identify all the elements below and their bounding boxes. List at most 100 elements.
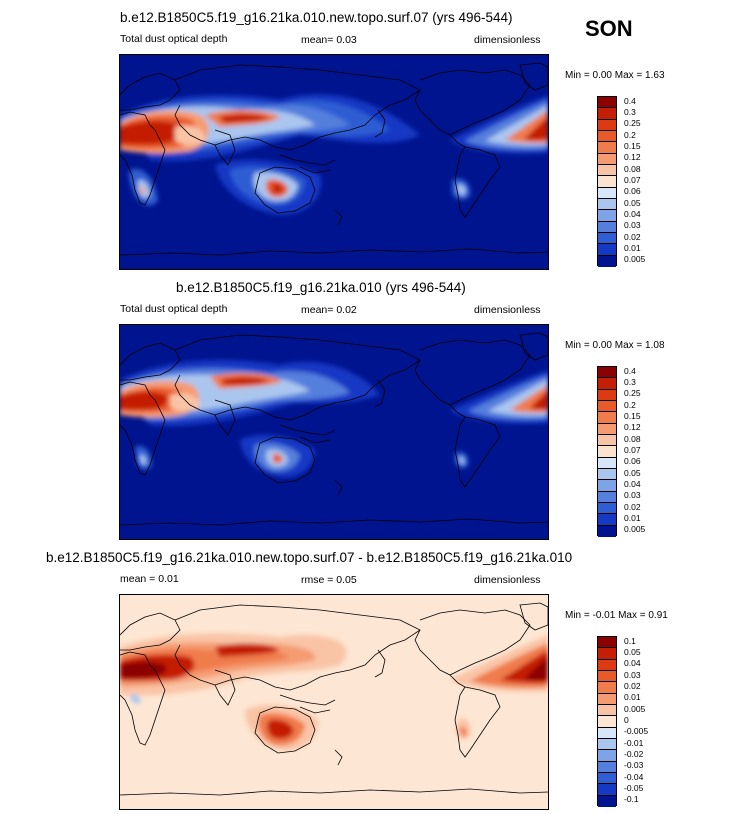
coastlines	[120, 602, 548, 796]
colorbar-swatch	[598, 682, 616, 694]
colorbar-label: 0.04	[624, 479, 641, 489]
colorbar-swatch	[598, 378, 616, 390]
colorbar-swatch	[598, 727, 616, 739]
panel-1-variable: Total dust optical depth	[120, 33, 228, 45]
colorbar-swatch	[598, 164, 616, 177]
colorbar-swatch	[598, 637, 616, 649]
colorbar-swatch	[598, 468, 616, 481]
colorbar-label: 0.02	[624, 681, 641, 691]
colorbar-label: 0.02	[624, 501, 641, 512]
colorbar-label: 0.02	[624, 231, 641, 242]
colorbar-swatch	[598, 648, 616, 660]
panel-3-colorbar	[597, 636, 617, 807]
dust-field	[120, 94, 548, 215]
colorbar-swatch	[598, 153, 616, 165]
colorbar-swatch	[598, 525, 616, 537]
colorbar-swatch	[598, 130, 616, 143]
panel-1-units: dimensionless	[474, 34, 541, 46]
colorbar-swatch	[598, 670, 616, 683]
colorbar-label: 0.03	[624, 220, 641, 231]
colorbar-swatch	[598, 434, 616, 447]
colorbar-swatch	[598, 119, 616, 131]
panel-1-colorbar	[597, 96, 617, 267]
colorbar-swatch	[598, 221, 616, 233]
colorbar-label: 0.25	[624, 118, 641, 129]
colorbar-label: 0.4	[624, 365, 636, 376]
colorbar-label: 0.3	[624, 377, 636, 387]
panel-3-title: b.e12.B1850C5.f19_g16.21ka.010.new.topo.…	[46, 550, 573, 565]
colorbar-label: 0.01	[624, 513, 641, 523]
colorbar-label: 0.005	[624, 703, 646, 714]
colorbar-label: 0.07	[624, 175, 641, 185]
colorbar-label: -0.03	[624, 760, 644, 771]
colorbar-swatch	[598, 412, 616, 424]
colorbar-swatch	[598, 480, 616, 492]
panel-1-colorbar-labels: 0.4 0.3 0.25 0.2 0.15 0.12 0.08 0.07 0.06 0.05 0.0…	[624, 96, 664, 266]
colorbar-swatch	[598, 491, 616, 503]
colorbar-label: 0.2	[624, 129, 636, 140]
colorbar-label: -0.04	[624, 771, 644, 782]
colorbar-label: 0.06	[624, 456, 641, 467]
season-label: SON	[585, 16, 633, 41]
colorbar-label: 0.3	[624, 107, 636, 117]
colorbar-label: 0.04	[624, 658, 641, 669]
colorbar-label: 0.12	[624, 152, 641, 163]
colorbar-swatch	[598, 750, 616, 762]
colorbar-label: 0.03	[624, 490, 641, 501]
colorbar-label: 0.4	[624, 95, 636, 106]
colorbar-swatch	[598, 142, 616, 154]
panel-3-minmax: Min = -0.01 Max = 0.91	[565, 610, 668, 621]
colorbar-swatch	[598, 423, 616, 435]
panel-2-colorbar-labels: 0.4 0.3 0.25 0.2 0.15 0.12 0.08 0.07 0.06 0.05 0.0…	[624, 366, 664, 536]
panel-2-variable: Total dust optical depth	[120, 303, 228, 315]
coastlines	[120, 332, 548, 526]
colorbar-label: 0.005	[624, 524, 646, 535]
colorbar-label: 0.08	[624, 433, 641, 444]
colorbar-swatch	[598, 659, 616, 671]
panel-3-units: dimensionless	[474, 574, 541, 586]
colorbar-swatch	[598, 244, 616, 256]
colorbar-label: 0.2	[624, 399, 636, 410]
colorbar-swatch	[598, 457, 616, 469]
colorbar-label: 0	[624, 715, 629, 725]
panel-1-minmax: Min = 0.00 Max = 1.63	[565, 70, 665, 81]
panel-1-title: b.e12.B1850C5.f19_g16.21ka.010.new.topo.…	[120, 10, 513, 25]
colorbar-swatch	[598, 716, 616, 728]
panel-1-mean: mean= 0.03	[301, 34, 357, 46]
colorbar-label: 0.05	[624, 467, 641, 478]
panel-2-colorbar	[597, 366, 617, 537]
colorbar-swatch	[598, 784, 616, 796]
colorbar-label: 0.03	[624, 669, 641, 680]
colorbar-swatch	[598, 514, 616, 526]
colorbar-label: -0.01	[624, 737, 644, 748]
panel-1-map	[119, 54, 549, 270]
colorbar-label: 0.15	[624, 411, 641, 421]
colorbar-swatch	[598, 367, 616, 379]
panel-3-colorbar-labels: 0.1 0.05 0.04 0.03 0.02 0.01 0.005 0 -0.005 -0.01…	[624, 636, 664, 806]
panel-2-units: dimensionless	[474, 304, 541, 316]
colorbar-label: 0.25	[624, 388, 641, 399]
colorbar-label: 0.05	[624, 647, 641, 657]
difference-field	[120, 633, 548, 751]
colorbar-swatch	[598, 761, 616, 773]
colorbar-label: 0.08	[624, 163, 641, 174]
colorbar-swatch	[598, 795, 616, 807]
colorbar-label: 0.01	[624, 243, 641, 253]
colorbar-swatch	[598, 187, 616, 199]
colorbar-label: 0.05	[624, 197, 641, 208]
colorbar-label: -0.1	[624, 794, 639, 805]
colorbar-label: 0.06	[624, 186, 641, 197]
panel-2-mean: mean= 0.02	[301, 304, 357, 316]
colorbar-swatch	[598, 400, 616, 413]
panel-2-map	[119, 324, 549, 540]
colorbar-swatch	[598, 772, 616, 785]
panel-2-minmax: Min = 0.00 Max = 1.08	[565, 340, 665, 351]
colorbar-swatch	[598, 232, 616, 245]
colorbar-label: 0.04	[624, 209, 641, 219]
colorbar-swatch	[598, 389, 616, 401]
colorbar-swatch	[598, 210, 616, 222]
colorbar-label: 0.12	[624, 422, 641, 433]
colorbar-label: 0.005	[624, 254, 646, 265]
colorbar-swatch	[598, 446, 616, 458]
colorbar-swatch	[598, 704, 616, 717]
